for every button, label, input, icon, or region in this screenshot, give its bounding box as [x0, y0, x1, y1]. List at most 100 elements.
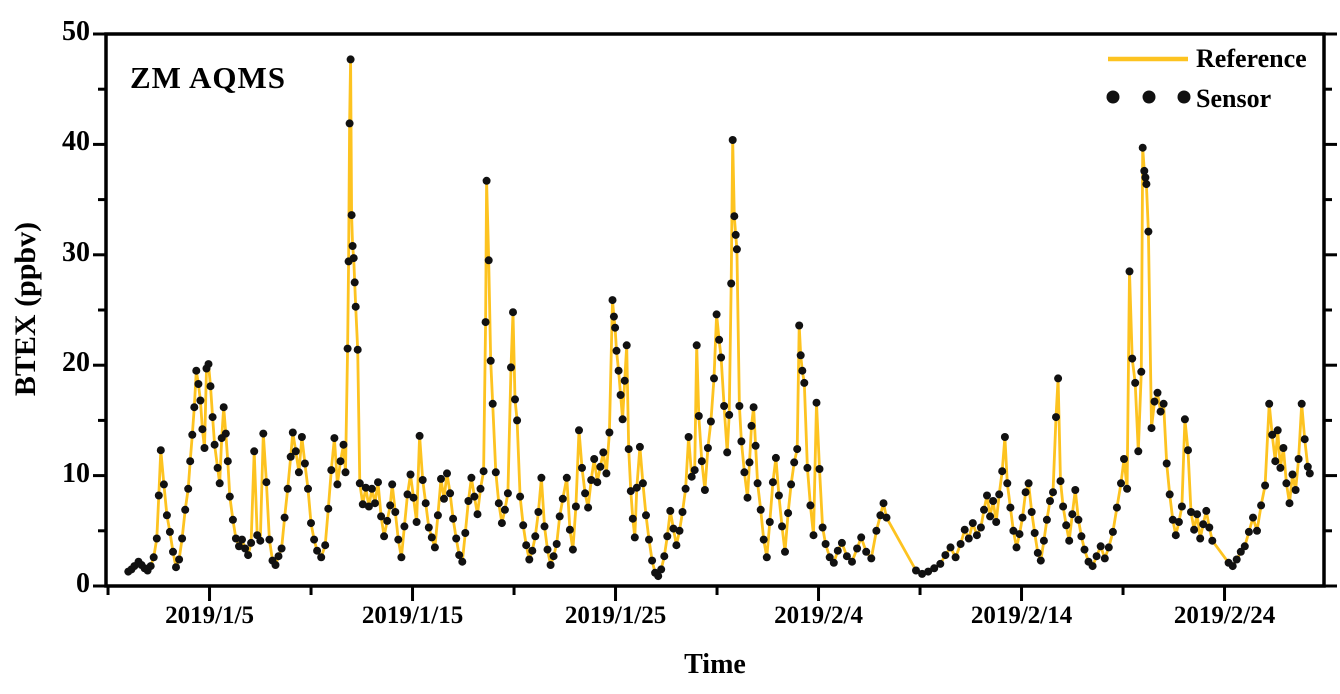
sensor-point — [778, 522, 786, 531]
sensor-point — [1125, 267, 1134, 276]
sensor-point — [1027, 508, 1036, 516]
sensor-point — [584, 503, 593, 512]
sensor-point — [265, 535, 274, 544]
sensor-point — [346, 55, 355, 64]
sensor-point — [735, 402, 744, 410]
sensor-point — [169, 547, 177, 556]
sensor-point — [1153, 388, 1162, 397]
sensor-point — [1018, 513, 1027, 522]
sensor-point — [1285, 499, 1294, 508]
sensor-point — [712, 310, 721, 319]
sensor-point — [1123, 484, 1132, 493]
sensor-point — [956, 540, 965, 548]
sensor-point — [980, 505, 988, 514]
sensor-point — [1265, 399, 1274, 408]
sensor-point — [1187, 508, 1195, 516]
sensor-point — [1257, 501, 1266, 510]
sensor-point — [349, 254, 358, 263]
sensor-point — [672, 541, 681, 550]
sensor-point — [159, 480, 168, 489]
sensor-point — [277, 544, 286, 553]
sensor-point — [406, 470, 415, 479]
sensor-point — [642, 511, 650, 520]
x-tick-label: 2019/1/25 — [564, 602, 667, 629]
sensor-point — [1088, 562, 1097, 571]
sensor-point — [511, 395, 519, 404]
sensor-point — [800, 378, 809, 387]
sensor-point — [1180, 415, 1189, 424]
sensor-point — [1205, 523, 1214, 532]
sensor-point — [437, 474, 445, 483]
sensor-point — [486, 356, 495, 365]
sensor-point — [825, 553, 834, 562]
sensor-point — [587, 476, 596, 484]
sensor-point — [241, 544, 250, 553]
sensor-point — [648, 556, 657, 565]
sensor-point — [1150, 397, 1159, 406]
sensor-point — [430, 543, 439, 552]
sensor-point — [1276, 463, 1285, 472]
sensor-point — [596, 462, 605, 471]
sensor-point — [358, 500, 367, 509]
sensor-point — [446, 489, 455, 498]
sensor-point — [440, 494, 448, 503]
sensor-point — [1006, 503, 1015, 512]
sensor-point — [1033, 548, 1042, 557]
x-axis-title: Time — [684, 649, 746, 680]
sensor-point — [941, 551, 950, 560]
sensor-point — [732, 245, 741, 254]
sensor-point — [1291, 486, 1300, 494]
sensor-point — [790, 458, 799, 467]
sensor-point — [867, 554, 876, 563]
sensor-point — [525, 555, 534, 564]
sensor-point — [626, 487, 635, 496]
legend-sensor-label: Sensor — [1196, 84, 1272, 113]
sensor-point — [250, 447, 259, 456]
sensor-point — [528, 546, 537, 555]
sensor-point — [599, 448, 608, 457]
sensor-point — [951, 553, 960, 562]
sensor-point — [1137, 367, 1146, 376]
sensor-point — [1303, 462, 1312, 471]
sensor-point — [531, 532, 540, 541]
sensor-point — [175, 555, 184, 564]
sensor-point — [388, 480, 397, 489]
sensor-point — [815, 465, 824, 473]
sensor-point — [1190, 525, 1199, 534]
sensor-point — [458, 557, 467, 566]
sensor-point — [620, 376, 629, 385]
sensor-point — [1071, 486, 1080, 494]
sensor-point — [936, 559, 945, 568]
x-tick-label: 2019/1/15 — [361, 602, 464, 629]
sensor-point — [630, 533, 639, 542]
sensor-point — [154, 491, 163, 500]
sensor-point — [690, 466, 699, 475]
sensor-point — [1096, 542, 1105, 551]
sensor-point — [759, 535, 768, 544]
sensor-point — [367, 484, 376, 493]
sensor-point — [578, 463, 586, 472]
sensor-point — [259, 429, 268, 438]
sensor-point — [1140, 166, 1149, 175]
sensor-point — [343, 344, 352, 353]
sensor-point — [1131, 378, 1140, 387]
sensor-point — [1141, 173, 1150, 182]
sensor-point — [1134, 447, 1143, 456]
sensor-point — [829, 558, 838, 567]
sensor-point — [1199, 520, 1208, 529]
sensor-point — [581, 489, 590, 498]
sensor-point — [307, 519, 315, 528]
sensor-point — [424, 523, 433, 532]
sensor-point — [1279, 444, 1288, 452]
sensor-point — [208, 413, 217, 422]
sensor-point — [291, 447, 300, 456]
sensor-point — [156, 446, 165, 455]
sensor-point — [608, 296, 617, 305]
sensor-point — [669, 524, 678, 533]
sensor-point — [184, 484, 193, 493]
sensor-point — [1100, 554, 1109, 563]
sensor-point — [809, 531, 818, 540]
x-tick-label: 2019/2/14 — [970, 602, 1073, 629]
sensor-point — [749, 403, 758, 412]
y-tick-label: 50 — [62, 16, 90, 47]
